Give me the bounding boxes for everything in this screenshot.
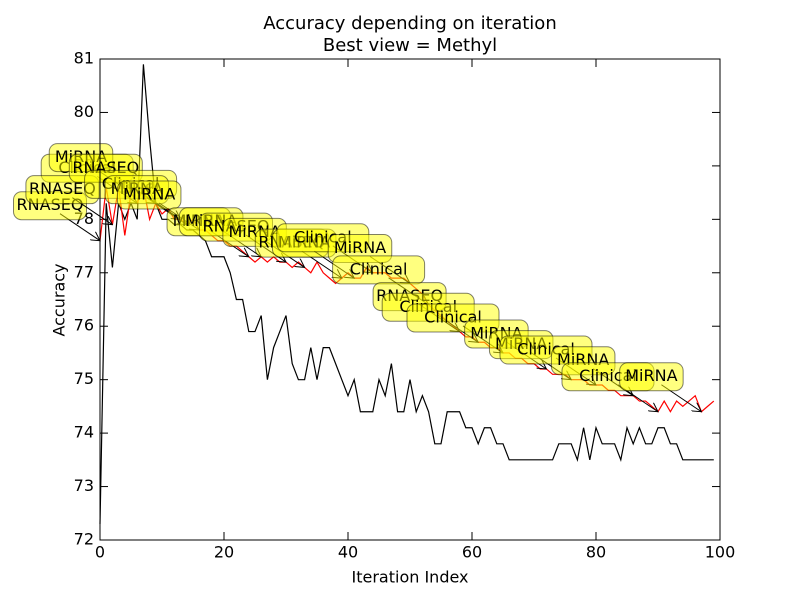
y-tick-label: 74 (74, 423, 94, 442)
y-tick-label: 73 (74, 476, 94, 495)
y-axis-label: Accuracy (50, 263, 69, 336)
annotation-text: MiRNA (625, 366, 677, 385)
chart-title: Accuracy depending on iteration (263, 13, 556, 34)
y-tick-label: 72 (74, 530, 94, 549)
y-tick-label: 81 (74, 49, 94, 68)
y-tick-label: 80 (74, 102, 94, 121)
annotation-text: MiRNA (123, 185, 175, 204)
y-tick-label: 77 (74, 262, 94, 281)
annotation-box (619, 362, 684, 392)
x-tick-label: 40 (338, 543, 358, 562)
annotation-box (116, 180, 182, 210)
annotation-text: MiRNA (334, 238, 386, 257)
x-tick-label: 80 (586, 543, 606, 562)
y-tick-label: 76 (74, 316, 94, 335)
x-tick-label: 100 (705, 543, 736, 562)
x-tick-label: 60 (462, 543, 482, 562)
annotation-text: RNASEQ (29, 179, 96, 198)
annotation-text: Clinical (350, 259, 408, 278)
chart-subtitle: Best view = Methyl (323, 35, 497, 56)
x-tick-label: 20 (214, 543, 234, 562)
y-tick-label: 75 (74, 369, 94, 388)
x-tick-label: 0 (95, 543, 105, 562)
plot-frame (99, 58, 721, 541)
x-axis-label: Iteration Index (352, 568, 469, 587)
